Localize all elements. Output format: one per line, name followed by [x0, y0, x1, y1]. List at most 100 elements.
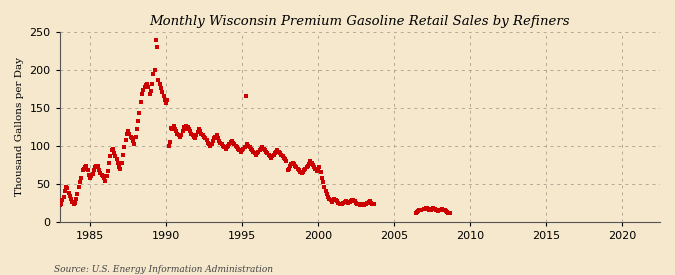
Point — [300, 166, 311, 171]
Point — [116, 160, 127, 165]
Point — [152, 45, 163, 49]
Point — [273, 150, 284, 154]
Point — [261, 150, 271, 154]
Point — [76, 175, 86, 180]
Point — [242, 142, 252, 147]
Point — [236, 150, 246, 154]
Point — [190, 136, 200, 141]
Point — [123, 128, 134, 133]
Point — [195, 128, 206, 133]
Point — [114, 165, 125, 169]
Point — [347, 198, 358, 203]
Point — [133, 119, 144, 123]
Point — [92, 164, 103, 169]
Point — [177, 128, 188, 133]
Point — [126, 134, 136, 139]
Point — [167, 127, 178, 131]
Point — [232, 145, 242, 150]
Point — [428, 206, 439, 210]
Point — [165, 125, 176, 130]
Point — [59, 189, 70, 194]
Point — [139, 84, 150, 89]
Point — [263, 153, 274, 157]
Point — [96, 172, 107, 177]
Point — [211, 133, 222, 138]
Point — [54, 203, 65, 207]
Point — [256, 147, 267, 151]
Point — [304, 162, 315, 166]
Point — [129, 142, 140, 147]
Point — [132, 127, 142, 131]
Point — [100, 178, 111, 183]
Point — [68, 202, 79, 207]
Point — [434, 208, 445, 213]
Point — [94, 168, 105, 172]
Point — [268, 153, 279, 157]
Point — [291, 165, 302, 169]
Point — [240, 94, 251, 99]
Point — [414, 208, 425, 213]
Point — [248, 150, 259, 154]
Point — [187, 133, 198, 138]
Point — [155, 81, 165, 86]
Point — [415, 207, 426, 212]
Point — [431, 207, 441, 212]
Point — [165, 140, 176, 144]
Point — [191, 133, 202, 138]
Point — [70, 200, 80, 205]
Point — [117, 153, 128, 157]
Point — [77, 168, 88, 172]
Point — [151, 37, 161, 42]
Text: Source: U.S. Energy Information Administration: Source: U.S. Energy Information Administ… — [54, 265, 273, 274]
Point — [221, 145, 232, 150]
Point — [58, 194, 69, 199]
Point — [433, 209, 444, 213]
Point — [88, 168, 99, 172]
Point — [91, 163, 102, 168]
Point — [317, 175, 327, 180]
Point — [364, 199, 375, 204]
Point — [369, 202, 379, 207]
Point — [338, 200, 349, 205]
Point — [205, 144, 216, 148]
Point — [72, 191, 83, 196]
Point — [311, 169, 322, 173]
Point — [65, 194, 76, 198]
Point — [337, 201, 348, 206]
Point — [238, 147, 248, 151]
Point — [244, 145, 255, 150]
Point — [257, 145, 268, 150]
Point — [210, 134, 221, 139]
Point — [87, 172, 98, 176]
Point — [144, 92, 155, 97]
Point — [313, 167, 323, 172]
Point — [67, 200, 78, 204]
Point — [237, 148, 248, 153]
Point — [438, 207, 449, 212]
Point — [204, 142, 215, 147]
Point — [296, 171, 307, 175]
Point — [286, 162, 297, 166]
Point — [272, 148, 283, 153]
Point — [62, 185, 73, 190]
Point — [63, 191, 74, 195]
Point — [153, 78, 164, 82]
Point — [172, 131, 183, 136]
Point — [318, 180, 329, 185]
Point — [325, 198, 336, 203]
Point — [423, 207, 433, 211]
Point — [71, 197, 82, 201]
Point — [105, 153, 115, 158]
Point — [342, 200, 352, 204]
Point — [328, 198, 339, 203]
Point — [209, 136, 219, 141]
Point — [289, 162, 300, 166]
Point — [230, 144, 241, 148]
Point — [360, 202, 371, 207]
Point — [97, 174, 108, 178]
Point — [198, 134, 209, 139]
Point — [265, 154, 275, 159]
Y-axis label: Thousand Gallons per Day: Thousand Gallons per Day — [15, 57, 24, 196]
Point — [61, 185, 72, 189]
Point — [319, 185, 330, 189]
